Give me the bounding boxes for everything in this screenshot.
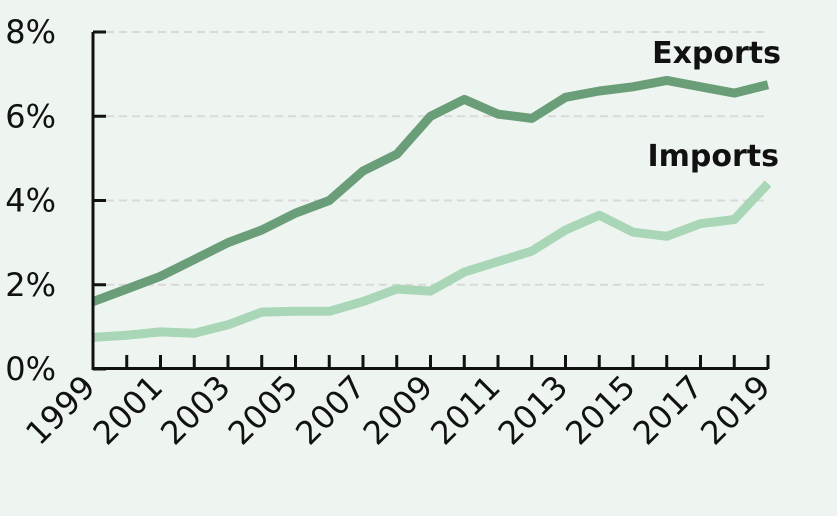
- x-tick-label: 2005: [221, 368, 305, 452]
- x-tick-label: 2001: [86, 368, 170, 452]
- x-tick-label: 2011: [423, 368, 507, 452]
- y-tick-label: 6%: [5, 97, 56, 135]
- gridlines: [93, 31, 768, 286]
- x-tick-label: 2007: [288, 368, 372, 452]
- series-label-imports: Imports: [648, 139, 780, 174]
- x-tick-label: 2003: [153, 368, 237, 452]
- x-tick-label: 2019: [693, 368, 777, 452]
- x-tick-label: 2015: [558, 368, 642, 452]
- series-label-exports: Exports: [652, 36, 781, 71]
- series-line-imports: [92, 180, 772, 342]
- y-axis-ticks: 0% 2% 4% 6% 8%: [5, 13, 106, 388]
- series-lines: [91, 75, 772, 342]
- series-line-exports: [91, 75, 770, 306]
- x-tick-label: 2009: [356, 368, 440, 452]
- y-tick-label: 8%: [5, 13, 56, 51]
- y-tick-label: 2%: [5, 266, 56, 304]
- x-tick-label: 2013: [491, 368, 575, 452]
- x-tick-label: 2017: [626, 368, 710, 452]
- y-tick-label: 0%: [5, 350, 56, 388]
- y-tick-label: 4%: [5, 182, 56, 220]
- series-labels: Exports Imports: [648, 36, 782, 174]
